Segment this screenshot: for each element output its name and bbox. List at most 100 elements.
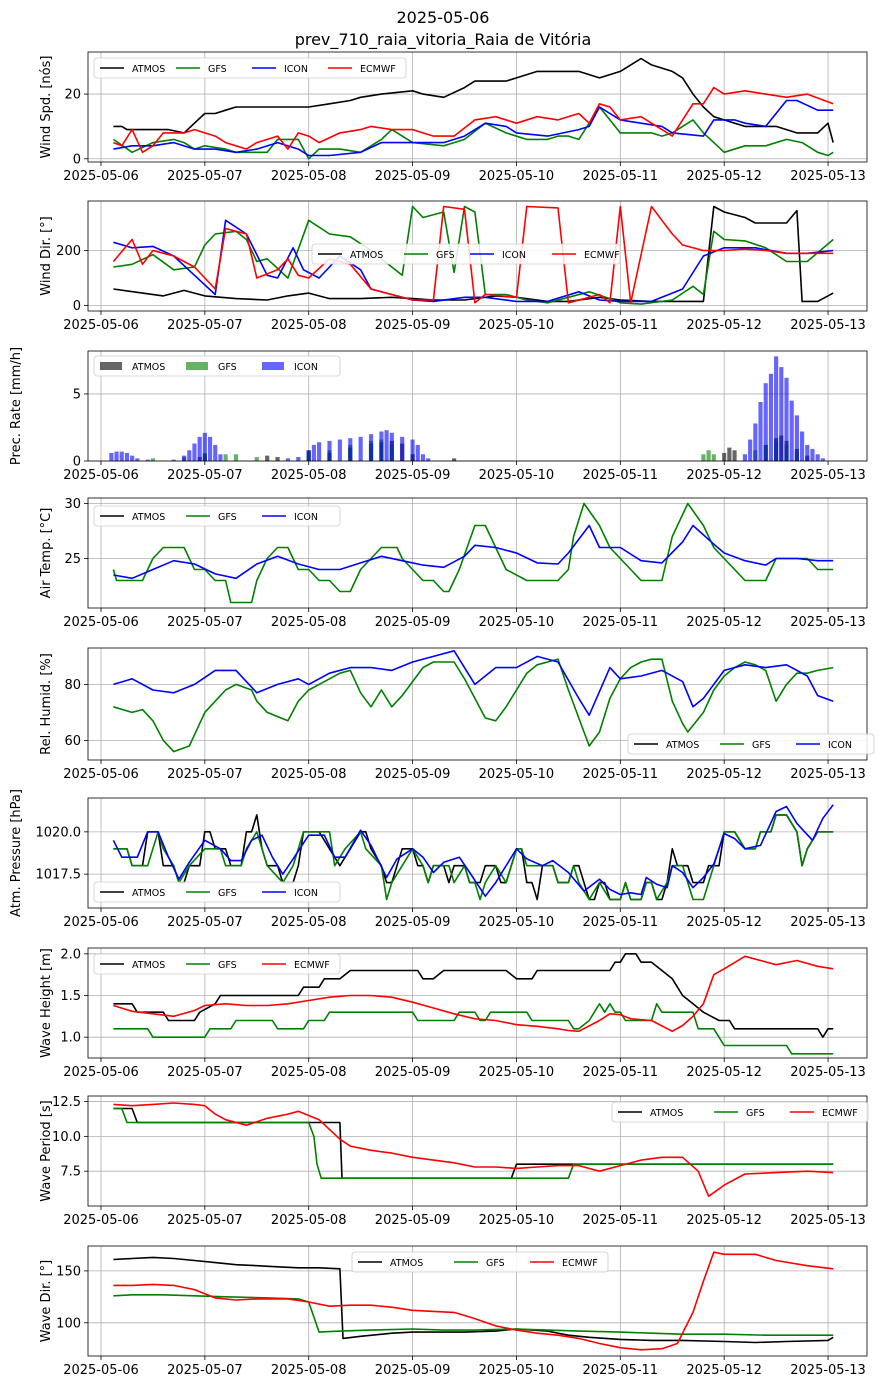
plot-area — [112, 804, 834, 901]
series-line-icon — [112, 804, 834, 898]
y-tick-label: 150 — [56, 1264, 81, 1279]
legend-label-atmos: ATMOS — [350, 250, 383, 261]
bar-atmos — [727, 447, 732, 461]
legend: ATMOS GFS ECMWF — [351, 1251, 609, 1273]
y-tick-label: 100 — [56, 1316, 81, 1331]
bar-gfs — [233, 454, 239, 461]
bar-icon — [758, 401, 763, 461]
x-tick-label: 2025-05-09 — [375, 1363, 451, 1378]
y-tick-label: 1.0 — [60, 1031, 81, 1046]
y-tick-label: 0 — [73, 299, 81, 314]
legend-label-ecmwf: ECMWF — [584, 250, 620, 261]
y-tick-label: 7.5 — [60, 1165, 81, 1180]
bar-icon — [748, 439, 753, 461]
bar-icon — [187, 450, 192, 461]
axes-frame — [87, 497, 868, 609]
y-axis-label: Prec. Rate [mm/h] — [9, 347, 24, 465]
axes-frame — [87, 1245, 868, 1357]
panel-5: 2025-05-06 2025-05-07 2025-05-08 2025-05-09… — [39, 647, 875, 782]
x-tick-label: 2025-05-10 — [479, 318, 555, 333]
x-tick-label: 2025-05-07 — [167, 318, 243, 333]
bar-icon — [820, 458, 825, 461]
panel-4: 2025-05-06 2025-05-07 2025-05-08 2025-05-09… — [39, 497, 868, 630]
y-tick-label: 60 — [64, 734, 81, 749]
y-axis-label: Wind Spd. [nós] — [39, 56, 54, 159]
legend-box — [93, 355, 341, 377]
series-line-ecmwf — [113, 1102, 834, 1198]
bar-atmos — [452, 458, 457, 461]
legend-label-atmos: ATMOS — [132, 960, 165, 971]
x-tick-label: 2025-05-08 — [271, 1065, 347, 1080]
y-tick-label: 12.5 — [52, 1095, 81, 1110]
x-tick-label: 2025-05-06 — [63, 767, 139, 782]
legend-label-icon: ICON — [828, 740, 852, 751]
legend-label-gfs: GFS — [218, 362, 237, 373]
legend-label-icon: ICON — [502, 250, 526, 261]
bar-icon — [197, 436, 202, 461]
y-tick-label: 25 — [64, 552, 81, 567]
bar-icon — [145, 459, 150, 461]
legend-label-gfs: GFS — [208, 64, 227, 75]
legend-label-atmos: ATMOS — [390, 1258, 423, 1269]
x-tick-label: 2025-05-10 — [479, 767, 555, 782]
bar-icon — [202, 432, 207, 461]
x-tick-label: 2025-05-07 — [167, 1065, 243, 1080]
bar-icon — [124, 452, 130, 461]
bar-icon — [779, 367, 784, 461]
x-tick-label: 2025-05-09 — [375, 318, 451, 333]
x-tick-label: 2025-05-09 — [375, 767, 451, 782]
legend-label-gfs: GFS — [436, 250, 455, 261]
x-tick-label: 2025-05-13 — [790, 767, 866, 782]
series-line-ecmwf — [113, 86, 834, 154]
legend-label-atmos: ATMOS — [132, 888, 165, 899]
bar-atmos — [732, 450, 737, 461]
bar-icon — [800, 431, 805, 461]
x-tick-label: 2025-05-06 — [63, 169, 139, 184]
bar-gfs — [150, 458, 155, 461]
legend-label-atmos: ATMOS — [132, 64, 165, 75]
x-tick-label: 2025-05-13 — [790, 915, 866, 930]
bar-gfs — [254, 456, 259, 461]
y-tick-label: 1020.0 — [36, 825, 82, 840]
figure-subtitle: prev_710_raia_vitoria_Raia de Vitória — [294, 30, 592, 49]
x-tick-label: 2025-05-08 — [271, 1363, 347, 1378]
panel-9: 2025-05-06 2025-05-07 2025-05-08 2025-05-09… — [39, 1245, 868, 1378]
bar-icon — [218, 454, 223, 461]
y-tick-label: 0 — [73, 152, 81, 167]
plot-area — [112, 57, 834, 160]
series-line-gfs — [112, 502, 834, 604]
axes-frame — [87, 51, 868, 163]
y-tick-label: 80 — [64, 678, 81, 693]
axes-frame — [87, 947, 868, 1059]
bar-icon — [192, 443, 197, 461]
x-tick-label: 2025-05-11 — [583, 468, 659, 483]
bar-icon — [207, 436, 213, 461]
x-tick-label: 2025-05-06 — [63, 318, 139, 333]
x-tick-label: 2025-05-12 — [686, 318, 762, 333]
series-line-icon — [113, 649, 834, 717]
y-axis-label: Wave Period [s] — [39, 1100, 54, 1201]
x-tick-label: 2025-05-07 — [167, 767, 243, 782]
y-tick-label: 1017.5 — [36, 868, 82, 883]
bar-icon — [114, 451, 119, 461]
x-tick-label: 2025-05-12 — [686, 615, 762, 630]
x-tick-label: 2025-05-13 — [790, 169, 866, 184]
x-tick-label: 2025-05-11 — [583, 615, 659, 630]
series-line-ecmwf — [113, 1251, 834, 1351]
x-tick-label: 2025-05-09 — [375, 169, 451, 184]
panel-2: 2025-05-06 2025-05-07 2025-05-08 2025-05-09… — [39, 200, 868, 333]
bar-icon — [135, 458, 140, 461]
series-line-gfs — [113, 1107, 834, 1179]
series-line-atmos — [113, 952, 834, 1038]
x-tick-label: 2025-05-09 — [375, 915, 451, 930]
bar-icon — [337, 439, 342, 461]
x-tick-label: 2025-05-08 — [271, 169, 347, 184]
bar-icon — [789, 400, 794, 461]
x-tick-label: 2025-05-07 — [167, 468, 243, 483]
bar-icon — [311, 444, 316, 461]
legend-box — [627, 733, 875, 755]
x-tick-label: 2025-05-10 — [479, 1213, 555, 1228]
y-axis-label: Rel. Humid. [%] — [39, 653, 54, 755]
